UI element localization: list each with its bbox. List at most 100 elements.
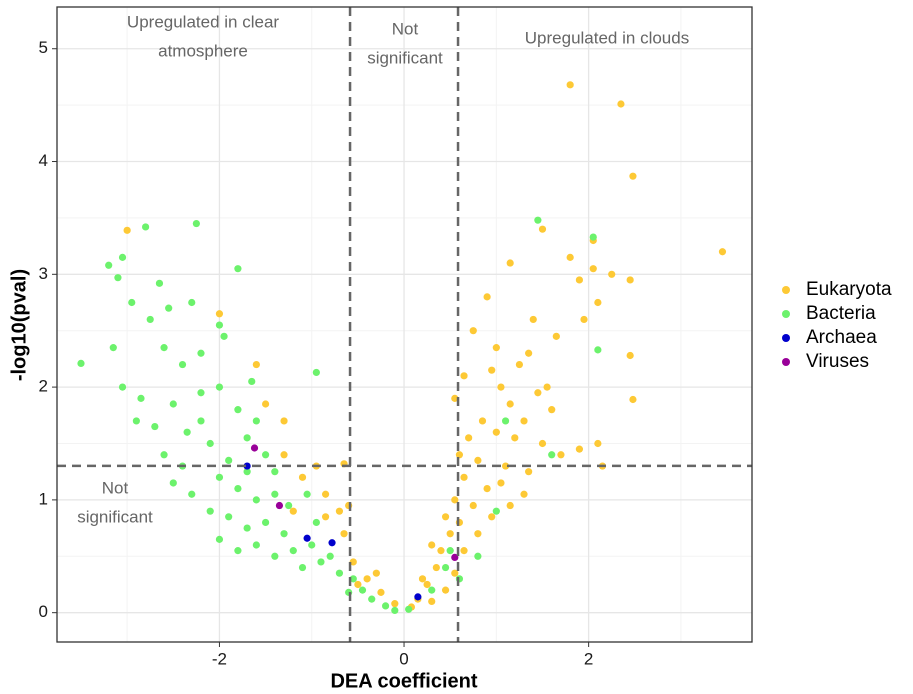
point <box>160 451 168 459</box>
point <box>418 575 427 583</box>
point <box>423 580 431 589</box>
point <box>215 473 224 481</box>
point <box>234 265 242 273</box>
point <box>501 417 510 425</box>
point <box>580 315 588 324</box>
point <box>594 346 602 354</box>
point <box>525 468 533 476</box>
y-tick-label: 3 <box>39 264 48 283</box>
point <box>405 605 413 613</box>
point <box>178 360 187 369</box>
legend-key <box>782 286 790 294</box>
point <box>608 270 616 278</box>
point <box>441 513 450 521</box>
point <box>335 507 344 515</box>
point <box>321 490 330 498</box>
point <box>506 400 514 408</box>
point <box>718 248 727 256</box>
point <box>368 595 376 603</box>
point <box>215 535 224 543</box>
point <box>520 490 528 498</box>
point <box>234 406 242 414</box>
point <box>428 597 436 605</box>
point <box>326 552 334 560</box>
point <box>594 298 602 307</box>
point <box>261 451 270 459</box>
point <box>372 569 380 577</box>
legend-label: Viruses <box>806 351 869 372</box>
point <box>271 468 279 476</box>
point <box>234 485 242 493</box>
point <box>451 553 459 562</box>
point <box>626 351 634 360</box>
point <box>446 547 454 555</box>
point <box>432 563 440 572</box>
point <box>451 394 459 402</box>
legend-key <box>782 334 790 342</box>
point <box>275 501 284 510</box>
point <box>146 315 154 324</box>
point <box>289 507 297 515</box>
point <box>285 501 293 510</box>
point <box>215 383 224 391</box>
point <box>478 417 487 425</box>
point <box>312 518 320 527</box>
x-axis-title: DEA coefficient <box>330 670 477 692</box>
point <box>629 395 637 404</box>
point <box>538 225 547 233</box>
point <box>261 400 270 408</box>
point <box>626 276 634 284</box>
annotation: significant <box>367 48 443 67</box>
point <box>488 366 496 374</box>
point <box>428 541 436 549</box>
point <box>123 226 131 234</box>
point <box>446 530 454 538</box>
point <box>451 569 459 577</box>
point <box>335 569 344 577</box>
point <box>215 321 224 329</box>
point <box>308 541 316 549</box>
point <box>169 400 177 408</box>
point <box>377 588 385 596</box>
point <box>132 417 140 425</box>
point <box>492 428 500 436</box>
point <box>252 541 260 549</box>
y-axis-title: -log10(pval) <box>8 269 30 381</box>
annotation: significant <box>77 507 153 526</box>
point <box>118 253 127 261</box>
point <box>128 298 136 307</box>
legend-key <box>782 310 790 318</box>
point <box>197 417 205 425</box>
point <box>441 586 450 594</box>
point <box>252 496 260 504</box>
point <box>280 417 288 425</box>
point <box>465 434 473 442</box>
point <box>340 530 348 538</box>
point <box>511 434 519 442</box>
point <box>243 434 251 442</box>
point <box>460 547 468 555</box>
point <box>328 539 336 547</box>
point <box>381 602 390 610</box>
point <box>169 479 177 487</box>
legend-label: Archaea <box>806 327 877 348</box>
point <box>105 261 113 269</box>
point <box>525 349 533 357</box>
point <box>349 558 357 566</box>
point <box>391 606 399 615</box>
point <box>252 417 260 425</box>
point <box>303 490 311 498</box>
annotation: Upregulated in clouds <box>525 28 689 47</box>
point <box>206 439 214 448</box>
point <box>114 274 122 282</box>
point <box>460 473 468 481</box>
point <box>77 359 85 368</box>
point <box>566 253 574 261</box>
point <box>566 81 574 89</box>
point <box>349 575 357 583</box>
point <box>137 394 145 402</box>
point <box>469 327 477 335</box>
point <box>474 456 482 465</box>
point <box>441 563 450 572</box>
